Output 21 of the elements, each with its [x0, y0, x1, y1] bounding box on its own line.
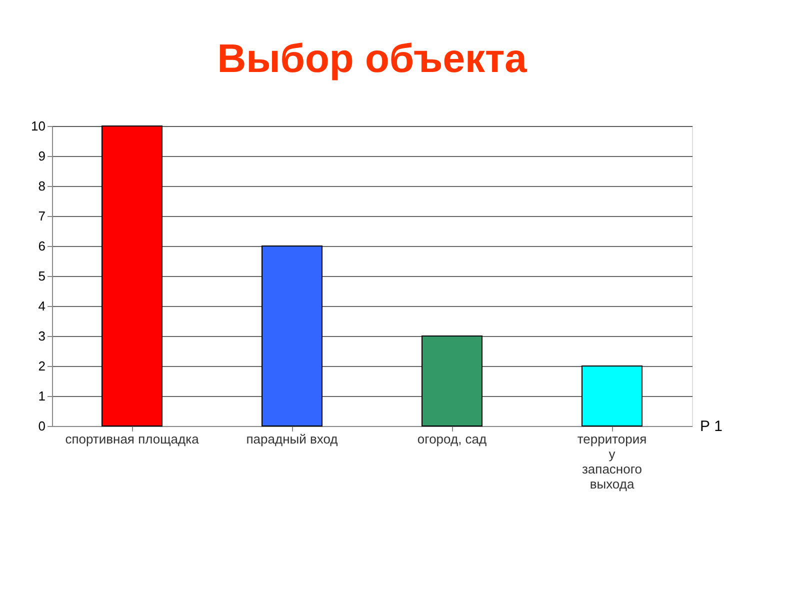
y-tick-label: 0	[38, 418, 46, 434]
x-tick-label: огород, сад	[417, 432, 488, 446]
y-tick-label: 8	[38, 178, 46, 194]
y-tick-label: 3	[38, 328, 46, 344]
x-tick-label: парадный вход	[246, 432, 338, 446]
y-tick-label: 10	[31, 118, 46, 134]
y-tick-label: 2	[38, 358, 46, 374]
bar	[102, 126, 162, 426]
y-tick-label: 4	[38, 298, 46, 314]
y-tick-label: 7	[38, 208, 46, 224]
bar	[262, 246, 322, 426]
bar	[582, 366, 642, 426]
text: Р 1	[700, 418, 723, 435]
y-tick-label: 1	[38, 388, 46, 404]
chart-title: Выбор объекта	[217, 37, 528, 81]
y-tick-label: 9	[38, 148, 46, 164]
x-tick-label: территория у запасного выхода	[577, 432, 647, 492]
y-tick-label: 6	[38, 238, 46, 254]
x-tick-label: спортивная площадка	[65, 432, 200, 446]
y-tick-label: 5	[38, 268, 46, 284]
bar	[422, 336, 482, 426]
